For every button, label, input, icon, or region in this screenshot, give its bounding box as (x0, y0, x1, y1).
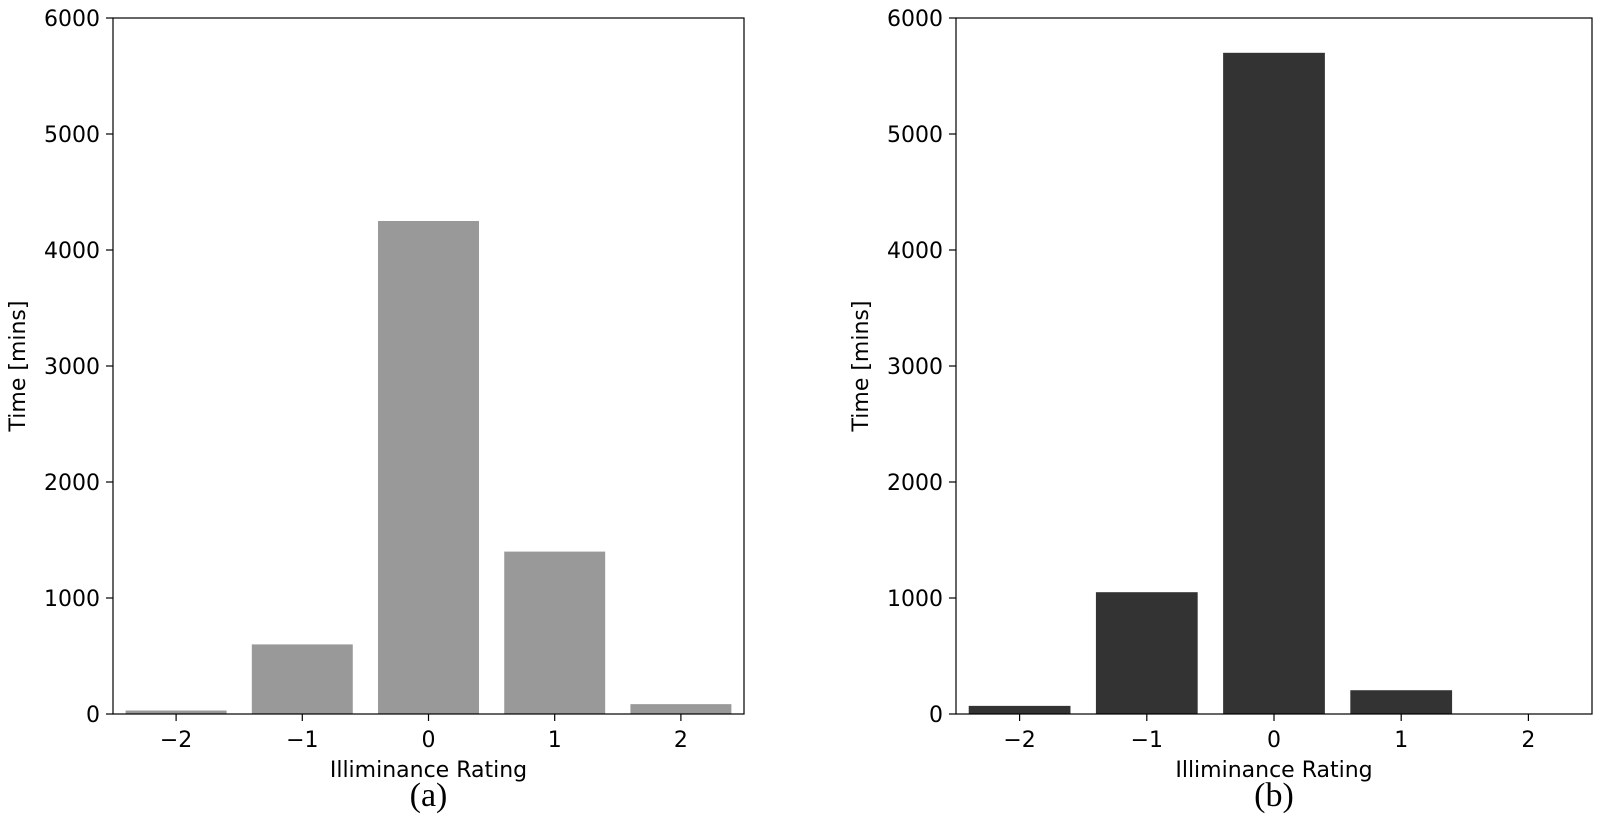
y-tick-label: 0 (929, 703, 943, 728)
y-tick-label: 4000 (44, 239, 100, 264)
y-tick-label: 2000 (44, 471, 100, 496)
bar-4 (1350, 690, 1453, 714)
y-tick-label: 6000 (44, 7, 100, 32)
panel-caption: (a) (410, 777, 448, 814)
y-tick-label: 0 (86, 703, 100, 728)
x-tick-label: −1 (1131, 728, 1163, 753)
x-tick-label: 1 (1394, 728, 1408, 753)
y-axis-label: Time [mins] (6, 301, 31, 433)
x-tick-label: 2 (1521, 728, 1535, 753)
chart-panel-1: 0 1000 2000 3000 4000 5000 6000 −2 −1 0 1 2 Illimina… (6, 7, 745, 814)
bar-5 (630, 704, 732, 714)
x-tick-label: −2 (1003, 728, 1035, 753)
bar-1 (968, 705, 1071, 714)
x-axis-label: Illiminance Rating (330, 758, 527, 783)
x-tick-label: 2 (674, 728, 688, 753)
x-tick-label: 0 (422, 728, 436, 753)
y-tick-label: 2000 (887, 471, 943, 496)
y-tick-label: 5000 (44, 123, 100, 148)
y-tick-label: 3000 (44, 355, 100, 380)
bar-2 (251, 644, 353, 714)
bar-3 (1223, 52, 1325, 715)
y-tick-label: 6000 (887, 7, 943, 32)
x-axis-label: Illiminance Rating (1175, 758, 1372, 783)
x-tick-label: 0 (1267, 728, 1281, 753)
y-tick-label: 1000 (44, 587, 100, 612)
x-tick-label: −2 (160, 728, 192, 753)
x-tick-label: 1 (548, 728, 562, 753)
chart-panel-2: 0 1000 2000 3000 4000 5000 6000 −2 −1 0 1 2 Illimina… (849, 7, 1593, 814)
bar-4 (504, 551, 606, 714)
bar-3 (378, 221, 479, 714)
y-axis-label: Time [mins] (849, 301, 874, 433)
bar-2 (1095, 592, 1198, 714)
x-tick-label: −1 (286, 728, 318, 753)
y-tick-label: 4000 (887, 239, 943, 264)
y-tick-label: 5000 (887, 123, 943, 148)
bar-1 (125, 710, 227, 714)
y-tick-label: 1000 (887, 587, 943, 612)
panel-caption: (b) (1254, 777, 1294, 814)
y-tick-label: 3000 (887, 355, 943, 380)
